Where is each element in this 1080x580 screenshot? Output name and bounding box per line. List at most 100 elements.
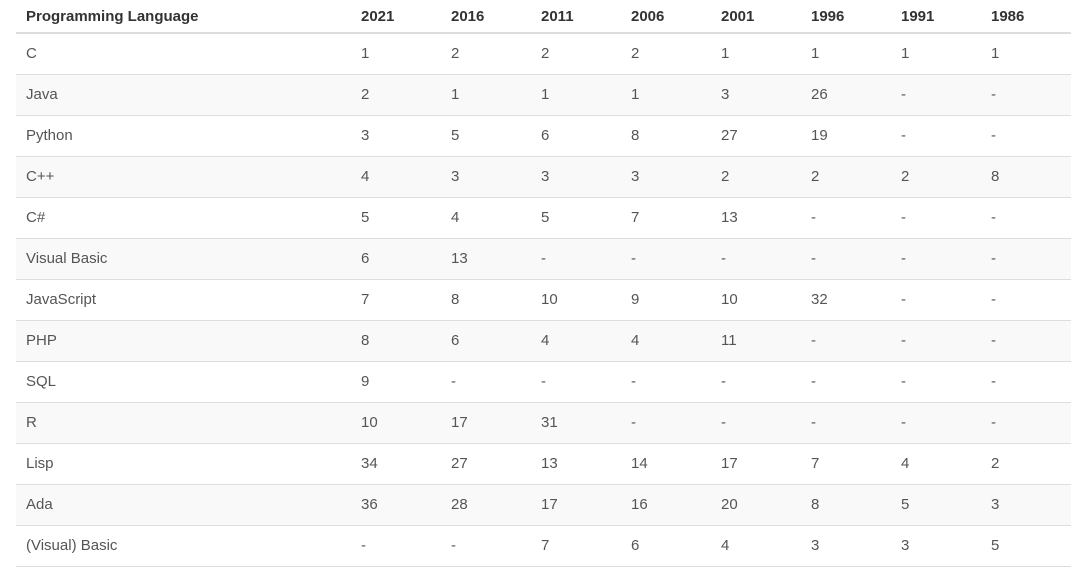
- rank-cell: -: [711, 361, 801, 403]
- column-header-year: 2021: [351, 0, 441, 34]
- rank-cell: -: [531, 238, 621, 280]
- rank-cell: -: [981, 197, 1071, 239]
- table-row: Java 2 1 1 1 3 26- -: [16, 74, 1071, 116]
- rank-cell: -: [891, 361, 981, 403]
- column-header-year: 2006: [621, 0, 711, 34]
- column-header-year: 2011: [531, 0, 621, 34]
- rank-cell: 11: [711, 320, 801, 362]
- rank-cell: 7: [801, 443, 891, 485]
- rank-cell: 7: [351, 279, 441, 321]
- rank-cell: 20: [711, 484, 801, 526]
- table-body: C 1 2 2 2 1 1 1 1 Java 2 1 1 1 3 26- - Python 3 5 6 8 27 19- - C+…: [16, 33, 1071, 567]
- rank-cell: 6: [441, 320, 531, 362]
- language-name-cell: C: [16, 33, 351, 75]
- rank-cell: 19: [801, 115, 891, 157]
- language-name-cell: PHP: [16, 320, 351, 362]
- rank-cell: 9: [351, 361, 441, 403]
- rank-cell: 7: [621, 197, 711, 239]
- column-header-year: 1991: [891, 0, 981, 34]
- rank-cell: 9: [621, 279, 711, 321]
- rank-cell: 3: [441, 156, 531, 198]
- rank-cell: 5: [351, 197, 441, 239]
- rank-cell: 1: [801, 33, 891, 75]
- rank-cell: 8: [981, 156, 1071, 198]
- rank-cell: 1: [891, 33, 981, 75]
- language-name-cell: Ada: [16, 484, 351, 526]
- rank-cell: 16: [621, 484, 711, 526]
- language-name-cell: C#: [16, 197, 351, 239]
- rank-cell: -: [891, 402, 981, 444]
- language-name-cell: Lisp: [16, 443, 351, 485]
- rank-cell: 5: [981, 525, 1071, 567]
- rank-cell: 3: [981, 484, 1071, 526]
- rank-cell: 3: [891, 525, 981, 567]
- rank-cell: 4: [621, 320, 711, 362]
- rank-cell: 28: [441, 484, 531, 526]
- rank-cell: 4: [351, 156, 441, 198]
- rank-cell: -: [981, 402, 1071, 444]
- rank-cell: 2: [531, 33, 621, 75]
- table-row: C++ 4 3 3 3 2 2 2 8: [16, 156, 1071, 198]
- rank-cell: 5: [441, 115, 531, 157]
- rank-cell: 2: [711, 156, 801, 198]
- table-row: (Visual) Basic - -7 6 4 3 3 5: [16, 525, 1071, 567]
- table-header-row: Programming Language 2021 2016 2011 2006 2001…: [16, 0, 1071, 34]
- table-row: Visual Basic 6 13- - - - - -: [16, 238, 1071, 280]
- rank-cell: 8: [351, 320, 441, 362]
- rank-cell: 7: [531, 525, 621, 567]
- rank-cell: 4: [711, 525, 801, 567]
- language-name-cell: Java: [16, 74, 351, 116]
- rank-cell: -: [981, 279, 1071, 321]
- rank-cell: 13: [711, 197, 801, 239]
- rank-cell: 13: [531, 443, 621, 485]
- rank-cell: 2: [621, 33, 711, 75]
- rank-cell: 4: [441, 197, 531, 239]
- table-row: PHP 8 6 4 4 11- - -: [16, 320, 1071, 362]
- language-name-cell: C++: [16, 156, 351, 198]
- table-row: R 10 17 31- - - - -: [16, 402, 1071, 444]
- language-name-cell: R: [16, 402, 351, 444]
- rank-cell: 3: [351, 115, 441, 157]
- rank-cell: -: [891, 238, 981, 280]
- rank-cell: 32: [801, 279, 891, 321]
- rank-cell: 10: [711, 279, 801, 321]
- column-header-year: 1986: [981, 0, 1071, 34]
- rank-cell: 36: [351, 484, 441, 526]
- rank-cell: 31: [531, 402, 621, 444]
- rank-cell: 3: [801, 525, 891, 567]
- rank-cell: 3: [711, 74, 801, 116]
- column-header-year: 1996: [801, 0, 891, 34]
- rank-cell: 5: [891, 484, 981, 526]
- column-header-year: 2016: [441, 0, 531, 34]
- table-row: Ada 36 28 17 16 20 8 5 3: [16, 484, 1071, 526]
- language-name-cell: Python: [16, 115, 351, 157]
- rank-cell: 6: [351, 238, 441, 280]
- language-ranking-table-container: Programming Language 2021 2016 2011 2006 2001…: [16, 0, 1071, 567]
- rank-cell: 17: [531, 484, 621, 526]
- rank-cell: 4: [891, 443, 981, 485]
- rank-cell: -: [711, 402, 801, 444]
- rank-cell: -: [891, 197, 981, 239]
- rank-cell: -: [801, 361, 891, 403]
- table-row: SQL 9- - - - - - -: [16, 361, 1071, 403]
- rank-cell: -: [441, 361, 531, 403]
- rank-cell: 13: [441, 238, 531, 280]
- rank-cell: 8: [621, 115, 711, 157]
- rank-cell: -: [801, 197, 891, 239]
- table-row: Lisp 34 27 13 14 17 7 4 2: [16, 443, 1071, 485]
- rank-cell: 26: [801, 74, 891, 116]
- rank-cell: -: [891, 115, 981, 157]
- rank-cell: 27: [441, 443, 531, 485]
- rank-cell: 10: [351, 402, 441, 444]
- rank-cell: 8: [801, 484, 891, 526]
- rank-cell: 1: [711, 33, 801, 75]
- rank-cell: 14: [621, 443, 711, 485]
- rank-cell: -: [711, 238, 801, 280]
- language-name-cell: (Visual) Basic: [16, 525, 351, 567]
- rank-cell: -: [531, 361, 621, 403]
- table-row: Python 3 5 6 8 27 19- -: [16, 115, 1071, 157]
- rank-cell: 10: [531, 279, 621, 321]
- rank-cell: -: [981, 320, 1071, 362]
- rank-cell: 2: [891, 156, 981, 198]
